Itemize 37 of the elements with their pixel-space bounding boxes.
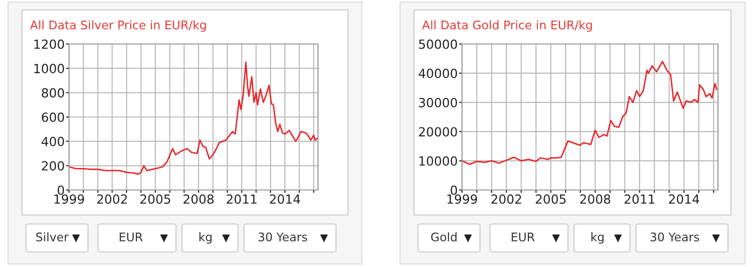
text: Gold [431,232,457,242]
y-tick-label: 40000 [418,68,457,78]
y-tick-label: 10000 [419,156,457,166]
text: Silver [36,232,69,242]
y-tick-label: 1200 [34,39,64,49]
text: EUR [120,232,143,242]
x-tick-label: 2014 [668,194,700,204]
x-tick-label: 2014 [270,194,300,204]
text: 30 Years [650,232,700,242]
y-tick-label: 50000 [419,39,457,49]
x-tick-label: 2011 [624,194,654,204]
y-tick-label: 20000 [418,127,457,137]
x-tick-label: 2005 [536,194,566,204]
y-tick-label: 400 [42,136,64,146]
text: EUR [512,232,535,242]
y-tick-label: 1000 [34,64,64,74]
x-tick-label: 1999 [447,194,478,204]
x-tick-label: 2002 [97,194,127,204]
y-tick-label: 30000 [419,98,457,108]
y-tick-label: 200 [42,161,64,171]
y-tick-label: 800 [42,88,64,98]
y-tick-label: 0 [450,185,458,195]
chart-title: All Data Silver Price in EUR/kg [30,20,206,32]
line-series [462,60,718,165]
text: kg [591,232,604,244]
x-tick-label: 2008 [580,194,610,204]
x-tick-label: 2002 [491,194,522,204]
chart-title: All Data Gold Price in EUR/kg [422,20,592,32]
text: 30 Years [258,232,308,242]
x-tick-label: 1999 [54,194,84,204]
text: kg [199,232,212,244]
x-tick-label: 2008 [184,194,214,204]
line-series [69,62,318,175]
x-tick-label: 2011 [226,194,256,204]
x-tick-label: 2005 [140,194,170,204]
y-tick-label: 0 [58,185,64,195]
y-tick-label: 600 [42,112,64,122]
